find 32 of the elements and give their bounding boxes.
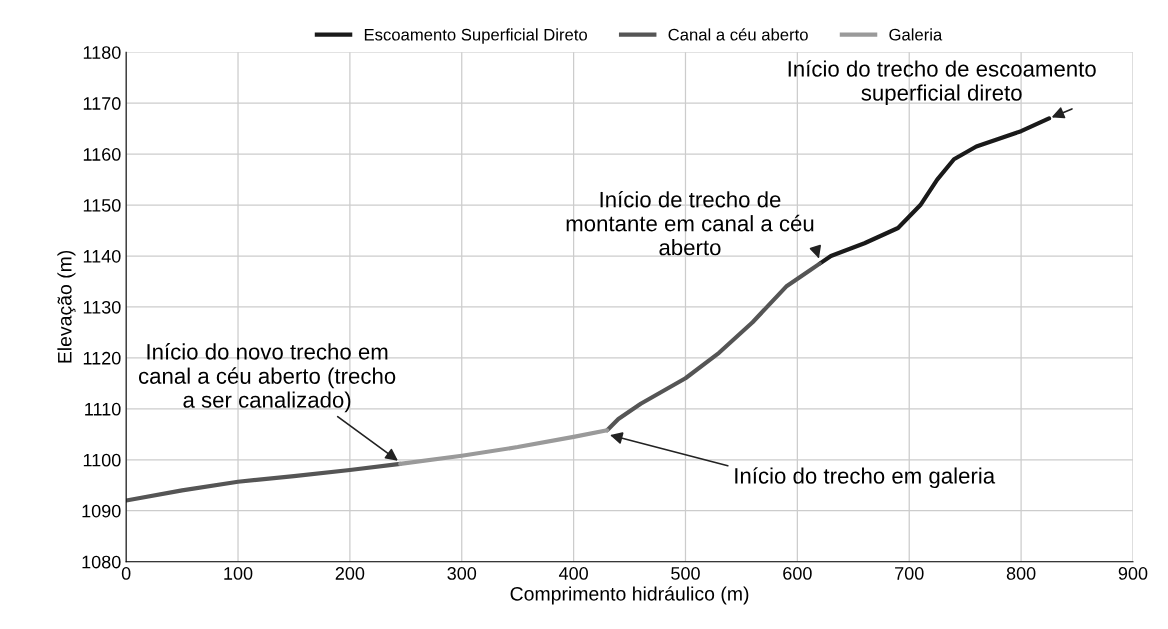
x-tick-label: 100 xyxy=(224,567,253,580)
annotation: Início do novo trecho em canal a céu aberto (trecho a ser canalizado) xyxy=(138,343,396,413)
y-tick-label: 1180 xyxy=(83,46,121,59)
y-tick-label: 1150 xyxy=(83,198,121,212)
y-axis-title: Elevação (m) xyxy=(57,250,76,363)
line-series xyxy=(817,116,1052,266)
legend-label: Canal a céu aberto xyxy=(668,28,808,41)
x-tick-label: 200 xyxy=(335,567,365,580)
x-axis-title: Comprimento hidráulico (m) xyxy=(510,586,749,605)
y-tick-label: 1110 xyxy=(85,402,121,416)
line-series xyxy=(398,428,610,466)
annotation: Início de trecho de montante em canal a céu aberto xyxy=(566,190,814,256)
annotation: Início do trecho de escoamento superficial direto xyxy=(788,60,1096,106)
y-tick-label: 1100 xyxy=(83,453,121,467)
legend-label: Galeria xyxy=(889,28,943,41)
y-tick-label: 1160 xyxy=(83,148,121,161)
x-tick-label: 700 xyxy=(895,567,924,580)
x-tick-label: 600 xyxy=(783,567,812,580)
y-tick-label: 1130 xyxy=(83,300,121,314)
annotation: Início do trecho em galeria xyxy=(735,467,996,489)
x-tick-label: 0 xyxy=(121,567,131,580)
x-tick-label: 800 xyxy=(1006,567,1036,580)
x-tick-label: 400 xyxy=(558,567,588,580)
legend-label: Escoamento Superficial Direto xyxy=(364,28,588,44)
x-tick-label: 900 xyxy=(1118,567,1148,580)
y-tick-label: 1090 xyxy=(82,504,121,518)
x-tick-label: 500 xyxy=(671,567,700,580)
y-tick-label: 1140 xyxy=(83,249,121,263)
y-tick-label: 1080 xyxy=(82,555,121,569)
y-tick-label: 1120 xyxy=(83,351,121,365)
y-tick-label: 1170 xyxy=(83,97,121,110)
x-tick-label: 300 xyxy=(447,567,477,580)
